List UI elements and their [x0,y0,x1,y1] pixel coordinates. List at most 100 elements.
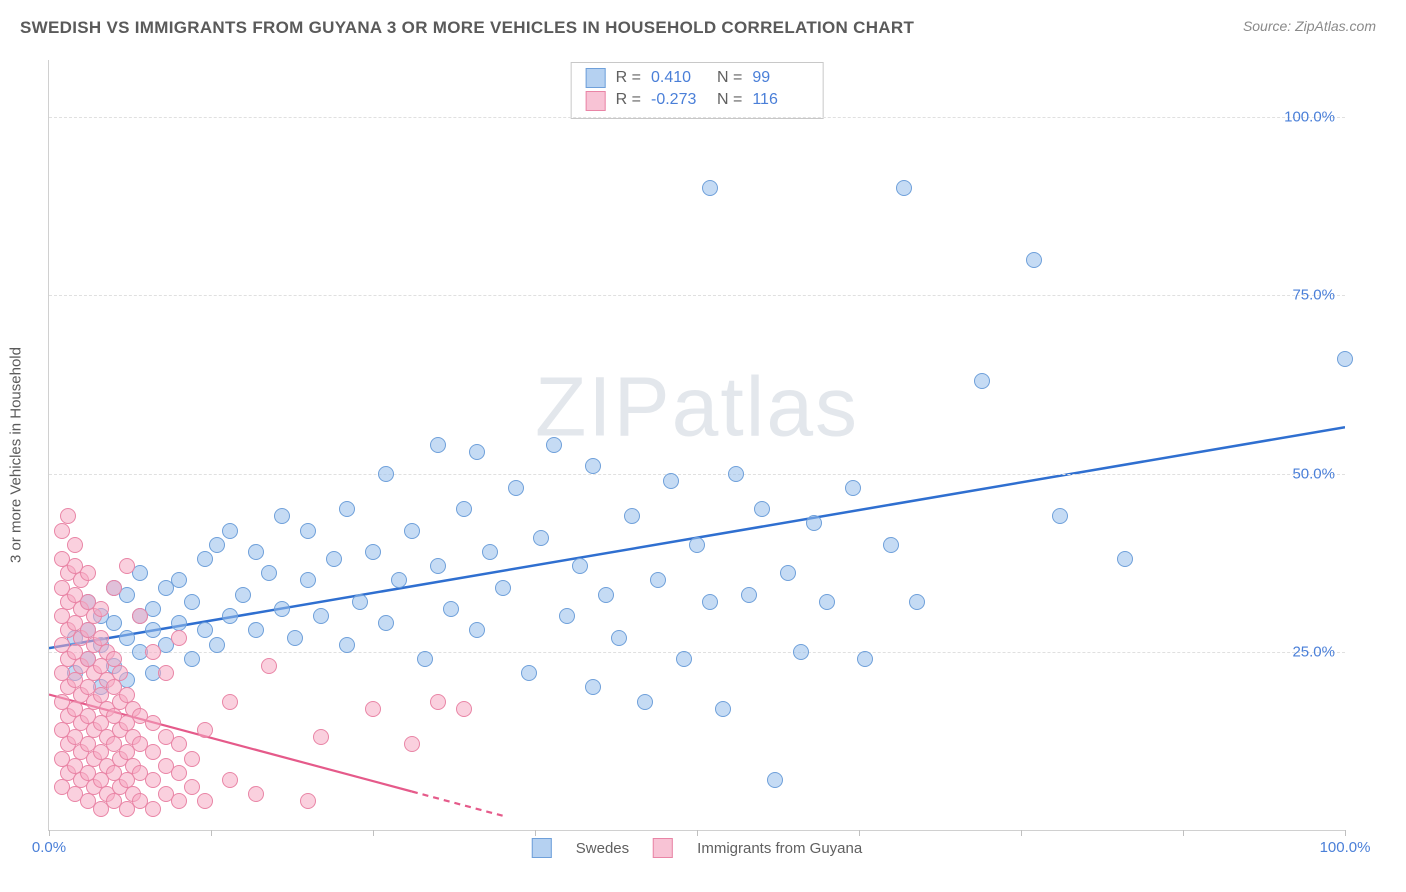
scatter-point [222,694,238,710]
scatter-point [145,715,161,731]
scatter-point [404,736,420,752]
scatter-point [209,537,225,553]
scatter-point [780,565,796,581]
scatter-point [222,523,238,539]
legend-swatch [653,838,673,858]
gridline [49,474,1345,475]
gridline [49,652,1345,653]
scatter-point [145,744,161,760]
scatter-point [754,501,770,517]
scatter-point [741,587,757,603]
x-tick [49,830,50,836]
stat-r-label: R = [616,67,641,89]
scatter-point [171,765,187,781]
scatter-point [585,458,601,474]
scatter-point [430,437,446,453]
scatter-point [1026,252,1042,268]
x-tick [859,830,860,836]
scatter-point [572,558,588,574]
watermark: ZIPatlas [535,358,859,455]
stat-n-value: 116 [752,89,808,111]
scatter-point [417,651,433,667]
stat-r-value: -0.273 [651,89,707,111]
scatter-point [767,772,783,788]
y-tick-label: 50.0% [1292,465,1335,482]
scatter-point [184,751,200,767]
x-tick [1345,830,1346,836]
scatter-point [469,444,485,460]
y-tick-label: 100.0% [1284,109,1335,126]
scatter-point [313,608,329,624]
scatter-point [209,637,225,653]
y-tick-label: 25.0% [1292,643,1335,660]
scatter-point [171,630,187,646]
scatter-point [702,594,718,610]
chart-title: SWEDISH VS IMMIGRANTS FROM GUYANA 3 OR M… [20,18,914,38]
scatter-point [119,558,135,574]
scatter-point [391,572,407,588]
trend-lines [49,60,1345,830]
scatter-point [300,523,316,539]
scatter-point [857,651,873,667]
scatter-point [339,637,355,653]
scatter-point [197,622,213,638]
scatter-point [93,601,109,617]
scatter-point [806,515,822,531]
legend-label: Immigrants from Guyana [697,840,862,857]
scatter-point [883,537,899,553]
scatter-point [521,665,537,681]
scatter-point [261,565,277,581]
scatter-point [1117,551,1133,567]
scatter-point [702,180,718,196]
legend-swatch [586,91,606,111]
stats-legend-box: R =0.410N =99R =-0.273N =116 [571,62,824,119]
scatter-point [456,501,472,517]
scatter-point [222,772,238,788]
chart-area: 3 or more Vehicles in Household ZIPatlas… [48,60,1388,850]
gridline [49,117,1345,118]
bottom-legend: Swedes Immigrants from Guyana [532,838,862,858]
scatter-point [728,466,744,482]
scatter-point [676,651,692,667]
scatter-point [533,530,549,546]
scatter-point [469,622,485,638]
scatter-point [365,544,381,560]
scatter-point [495,580,511,596]
scatter-point [119,630,135,646]
scatter-point [197,722,213,738]
chart-source: Source: ZipAtlas.com [1243,18,1376,34]
scatter-point [274,601,290,617]
scatter-point [106,615,122,631]
stat-r-label: R = [616,89,641,111]
scatter-point [546,437,562,453]
x-tick-label: 100.0% [1320,839,1371,856]
plot-region: ZIPatlas R =0.410N =99R =-0.273N =116 Sw… [48,60,1345,831]
scatter-point [145,644,161,660]
scatter-point [819,594,835,610]
scatter-point [430,694,446,710]
scatter-point [689,537,705,553]
scatter-point [637,694,653,710]
scatter-point [326,551,342,567]
scatter-point [274,508,290,524]
scatter-point [235,587,251,603]
scatter-point [145,772,161,788]
scatter-point [112,665,128,681]
scatter-point [845,480,861,496]
scatter-point [60,508,76,524]
scatter-point [184,779,200,795]
scatter-point [248,544,264,560]
scatter-point [456,701,472,717]
scatter-point [132,608,148,624]
scatter-point [171,572,187,588]
stat-n-value: 99 [752,67,808,89]
legend-label: Swedes [576,840,629,857]
scatter-point [430,558,446,574]
scatter-point [145,801,161,817]
x-tick [697,830,698,836]
scatter-point [171,736,187,752]
scatter-point [171,793,187,809]
scatter-point [287,630,303,646]
scatter-point [585,679,601,695]
scatter-point [339,501,355,517]
